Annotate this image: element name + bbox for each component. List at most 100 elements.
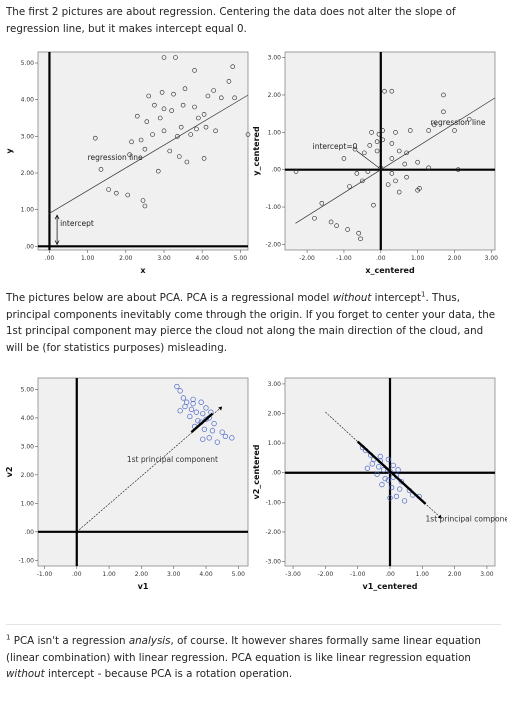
data-point	[385, 182, 391, 187]
chart-svg: -2.00 -1.00 .00 1.00 2.00 3.00 -2.00 -1.00 .00 1.…	[252, 51, 499, 275]
data-point	[356, 230, 361, 236]
data-point	[129, 139, 134, 145]
data-point	[380, 128, 385, 133]
y-tick-label: .00	[24, 529, 34, 536]
data-point	[214, 439, 220, 445]
data-point	[190, 400, 196, 407]
data-point	[200, 436, 206, 442]
x-tick-label: 1.00	[102, 571, 116, 578]
data-point	[404, 150, 409, 156]
data-point	[211, 420, 217, 427]
data-point	[293, 169, 299, 174]
data-point	[385, 477, 392, 483]
y-tick-label: 4.00	[21, 415, 35, 422]
data-point	[167, 148, 173, 154]
data-point	[192, 68, 197, 73]
data-point	[352, 146, 358, 152]
data-point	[417, 186, 422, 191]
data-point	[395, 467, 401, 473]
x-tick-label: -1.00	[350, 571, 366, 578]
y-axis-label: v2	[5, 467, 14, 478]
data-point	[328, 219, 334, 225]
data-point	[354, 171, 360, 176]
y-tick-label: -3.00	[265, 559, 281, 566]
data-point	[374, 139, 380, 144]
pc-annotation: 1st principal component	[127, 455, 218, 464]
data-point	[184, 159, 190, 165]
data-point	[389, 141, 395, 146]
regression-line-annotation: regression line	[431, 118, 486, 127]
data-point	[415, 159, 420, 165]
data-point	[195, 418, 201, 424]
data-point	[193, 409, 199, 415]
y-tick-label: 3.00	[21, 443, 35, 450]
footnote-divider	[6, 624, 501, 625]
data-point	[209, 428, 216, 434]
data-point	[113, 190, 119, 196]
footnote: 1 PCA isn't a regression analysis, of co…	[6, 633, 481, 680]
x-tick-label: 2.00	[448, 255, 462, 262]
data-point	[173, 55, 178, 60]
x-tick-label: -2.00	[299, 255, 315, 262]
data-point	[376, 131, 382, 137]
data-point	[380, 467, 387, 473]
data-point	[388, 484, 395, 491]
y-tick-label: 2.00	[268, 92, 282, 99]
data-point	[125, 192, 131, 198]
data-point	[455, 167, 461, 172]
data-point	[200, 410, 206, 417]
data-point	[134, 113, 140, 119]
y-axis-label: v2_centered	[252, 444, 261, 499]
data-point	[387, 468, 393, 474]
data-point	[426, 128, 431, 133]
data-point	[367, 143, 373, 148]
data-point	[389, 156, 395, 161]
chart-svg: -1.00 .00 1.00 2.00 3.00 4.00 5.00 -1.00 .00 1.00…	[5, 377, 249, 591]
x-tick-label: 3.00	[485, 255, 499, 262]
data-point	[379, 481, 385, 488]
data-point	[144, 119, 150, 124]
data-point	[466, 116, 472, 122]
y-tick-label: .00	[24, 243, 34, 250]
data-point	[157, 115, 163, 121]
data-point	[385, 456, 392, 463]
data-point	[175, 134, 180, 139]
centered-regression-chart: -2.00 -1.00 .00 1.00 2.00 3.00 -2.00 -1.00 .00 1.…	[252, 50, 499, 286]
data-point	[398, 478, 404, 485]
x-tick-label: 5.00	[232, 571, 246, 578]
chart-svg: .00 1.00 2.00 3.00 4.00 5.00 .00 1.00 2.00 3.00 4.…	[5, 51, 251, 275]
data-point	[389, 171, 395, 176]
data-point	[232, 95, 237, 101]
data-point	[127, 152, 132, 157]
intercept-arrowhead-bottom	[54, 240, 60, 246]
y-tick-label: 2.00	[268, 411, 282, 418]
x-tick-label: 2.00	[448, 571, 462, 578]
data-point	[138, 137, 144, 143]
data-point	[180, 102, 186, 108]
data-point	[201, 426, 208, 432]
pc-segment	[356, 440, 427, 505]
data-point	[203, 405, 209, 411]
intercept-arrowhead-top	[54, 214, 60, 220]
data-point	[369, 461, 375, 467]
data-point	[188, 132, 194, 137]
data-point	[382, 88, 387, 94]
plot-area	[37, 377, 249, 567]
y-tick-label: 3.00	[21, 133, 35, 140]
x-tick-label: -1.00	[37, 571, 53, 578]
data-point	[196, 115, 201, 121]
data-point	[387, 495, 393, 501]
y-tick-label: .00	[271, 167, 281, 174]
data-point	[140, 198, 146, 203]
pca-paragraph: The pictures below are about PCA. PCA is…	[6, 290, 496, 354]
data-point	[169, 108, 174, 113]
data-point	[171, 91, 176, 97]
x-tick-label: -2.00	[318, 571, 334, 578]
x-tick-label: 5.00	[234, 255, 248, 262]
x-axis-label: v1_centered	[363, 582, 418, 591]
data-point	[205, 93, 211, 99]
data-point	[376, 464, 382, 470]
data-point	[361, 150, 367, 156]
data-point	[182, 86, 188, 91]
y-tick-label: .00	[271, 470, 281, 477]
